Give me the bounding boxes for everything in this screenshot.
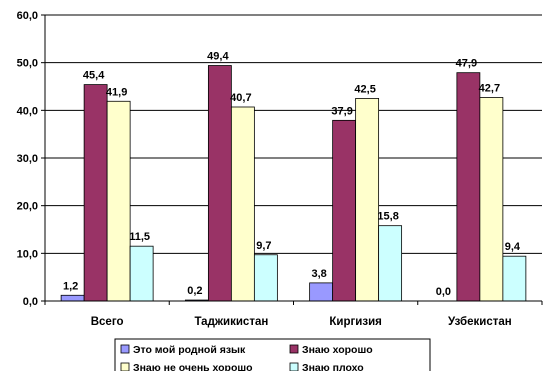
data-label: 0,2 [187, 285, 202, 297]
legend-label: Это мой родной язык [133, 344, 246, 356]
x-tick-label: Всего [91, 316, 124, 328]
data-label: 37,9 [331, 105, 352, 117]
legend-label: Знаю плохо [302, 362, 364, 371]
x-tick-label: Таджикистан [194, 316, 268, 328]
bar [130, 246, 153, 301]
x-tick-label: Киргизия [329, 316, 381, 328]
data-label: 15,8 [377, 211, 398, 223]
data-label: 47,9 [456, 58, 477, 70]
y-tick-label: 50,0 [17, 58, 38, 70]
data-label: 40,7 [230, 92, 251, 104]
y-tick-label: 10,0 [17, 248, 38, 260]
bar [480, 97, 503, 301]
data-label: 3,8 [311, 268, 326, 280]
bar [254, 255, 277, 301]
data-label: 9,4 [505, 241, 521, 253]
legend-swatch [290, 345, 298, 353]
y-tick-label: 20,0 [17, 201, 38, 213]
bar [379, 226, 402, 301]
bar [356, 98, 379, 301]
bar [84, 85, 107, 301]
bars [61, 66, 526, 301]
bar [503, 256, 526, 301]
legend-swatch [290, 363, 298, 371]
legend-label: Знаю не очень хорошо [133, 362, 253, 371]
bar [457, 73, 480, 301]
data-label: 41,9 [106, 86, 127, 98]
data-label: 1,2 [63, 280, 78, 292]
data-label: 42,7 [479, 82, 500, 94]
data-label: 42,5 [354, 83, 375, 95]
bar [231, 107, 254, 301]
bar [208, 66, 231, 301]
x-tick-label: Узбекистан [448, 316, 512, 328]
legend-label: Знаю хорошо [302, 344, 373, 356]
bar [61, 295, 84, 301]
data-label: 0,0 [436, 286, 451, 298]
data-label: 45,4 [83, 70, 105, 82]
y-axis: 0,0 10,0 20,0 30,0 40,0 50,0 60,0 [17, 10, 45, 308]
x-axis: Всего Таджикистан Киргизия Узбекистан [91, 316, 512, 328]
bar [310, 283, 333, 301]
bar [333, 120, 356, 301]
y-tick-label: 0,0 [23, 296, 38, 308]
bar [107, 101, 130, 301]
data-label: 9,7 [256, 240, 271, 252]
legend-swatch [121, 363, 129, 371]
data-label: 49,4 [207, 51, 229, 63]
y-tick-label: 60,0 [17, 10, 38, 22]
y-tick-label: 30,0 [17, 153, 38, 165]
legend-swatch [121, 345, 129, 353]
legend: Это мой родной язык Знаю хорошо Знаю не оч… [115, 339, 430, 371]
y-tick-label: 40,0 [17, 105, 38, 117]
data-label: 11,5 [129, 231, 150, 243]
